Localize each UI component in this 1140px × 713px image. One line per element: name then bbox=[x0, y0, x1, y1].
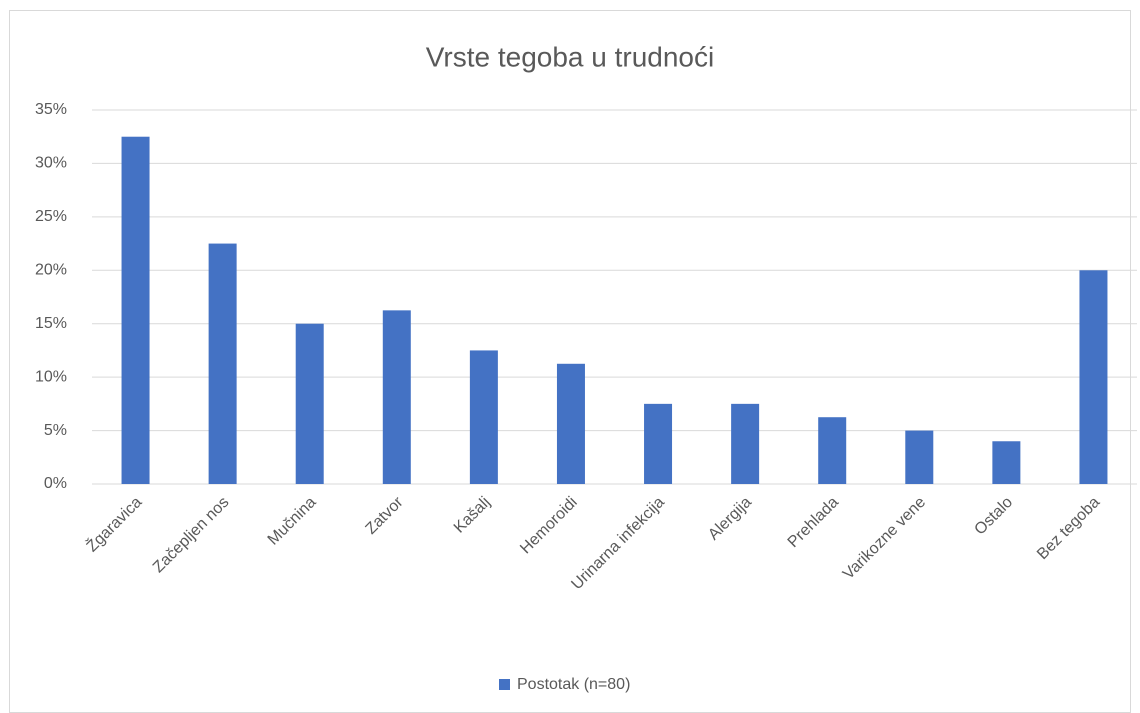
y-tick-label: 25% bbox=[35, 208, 67, 225]
bar bbox=[382, 310, 411, 484]
bar bbox=[556, 363, 585, 484]
bar bbox=[818, 417, 847, 484]
y-tick-label: 5% bbox=[44, 422, 67, 439]
chart-title: Vrste tegoba u trudnoći bbox=[426, 41, 714, 72]
y-tick-label: 20% bbox=[35, 262, 67, 279]
bar bbox=[121, 136, 150, 484]
bar bbox=[905, 430, 934, 484]
y-tick-label: 15% bbox=[35, 315, 67, 332]
bar bbox=[469, 350, 498, 484]
bar bbox=[644, 403, 673, 484]
bar bbox=[295, 323, 324, 484]
bar bbox=[992, 441, 1021, 484]
y-tick-label: 30% bbox=[35, 155, 67, 172]
bar bbox=[1079, 270, 1108, 484]
bar bbox=[731, 403, 760, 484]
y-tick-label: 0% bbox=[44, 475, 67, 492]
legend-label: Postotak (n=80) bbox=[517, 676, 630, 693]
chart-frame bbox=[9, 10, 1131, 713]
bar bbox=[208, 243, 237, 484]
legend-swatch bbox=[499, 679, 510, 690]
y-tick-label: 10% bbox=[35, 368, 67, 385]
y-tick-label: 35% bbox=[35, 101, 67, 118]
